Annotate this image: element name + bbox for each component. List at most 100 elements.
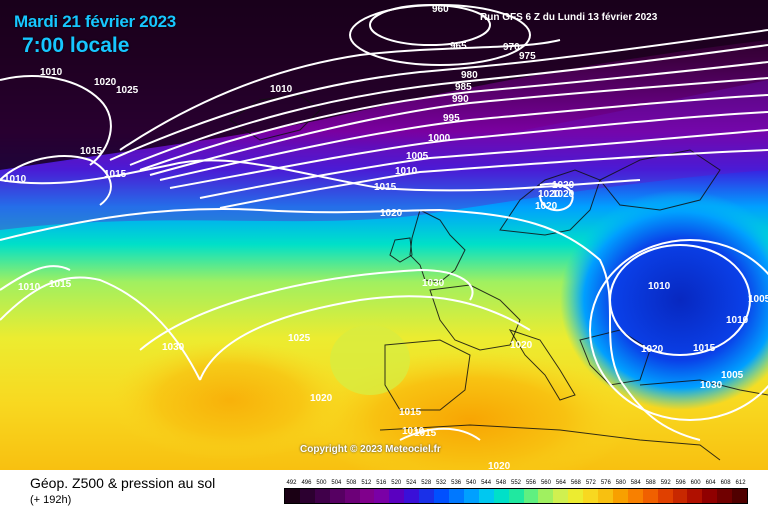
scale-swatch bbox=[434, 489, 449, 503]
isobar-1025 bbox=[199, 295, 531, 381]
isobar-label: 1020 bbox=[94, 77, 117, 88]
isobar-label: 1025 bbox=[288, 333, 311, 344]
copyright-notice: Copyright © 2023 Meteociel.fr bbox=[300, 444, 441, 455]
scale-label: 612 bbox=[735, 480, 746, 486]
turkey-outline bbox=[639, 379, 768, 396]
isobar-label: 1030 bbox=[162, 342, 185, 353]
scale-swatch bbox=[478, 489, 494, 503]
map-canvas: 960 965 970 975 980 985 990 995 1000 100… bbox=[0, 0, 768, 470]
scale-label: 516 bbox=[376, 480, 387, 486]
isobar-1020-north bbox=[539, 182, 574, 212]
scale-label: 604 bbox=[705, 480, 716, 486]
ireland-outline bbox=[389, 237, 413, 263]
isobar-970 bbox=[119, 39, 561, 151]
scale-label: 564 bbox=[555, 480, 566, 486]
forecast-lead-time: (+ 192h) bbox=[30, 494, 72, 506]
scale-label: 504 bbox=[331, 480, 342, 486]
scale-label: 520 bbox=[391, 480, 402, 486]
scale-label: 544 bbox=[481, 480, 492, 486]
scale-swatch bbox=[657, 489, 673, 503]
isobar-label: 980 bbox=[461, 70, 478, 81]
isobar-label: 1020 bbox=[510, 340, 533, 351]
isobar-label: 1020 bbox=[310, 393, 333, 404]
scale-label: 556 bbox=[525, 480, 536, 486]
isobar-label: 1015 bbox=[49, 279, 72, 290]
isobar-label: 1030 bbox=[422, 278, 445, 289]
isobar-label: 1010 bbox=[40, 67, 63, 78]
isobar-label: 975 bbox=[519, 51, 536, 62]
scale-swatch bbox=[299, 489, 315, 503]
isobar-1010 bbox=[219, 149, 768, 209]
scale-label: 540 bbox=[466, 480, 477, 486]
iceland-outline bbox=[229, 94, 321, 141]
scale-swatch bbox=[717, 489, 733, 503]
isobar-label: 1015 bbox=[80, 146, 103, 157]
scale-label: 496 bbox=[301, 480, 312, 486]
scale-swatch bbox=[508, 489, 524, 503]
scale-label: 568 bbox=[570, 480, 581, 486]
isobar-label: 1020 bbox=[552, 189, 575, 200]
iberia-yellow-zone bbox=[330, 325, 410, 395]
isobar-label: 1010 bbox=[18, 282, 41, 293]
scale-label: 592 bbox=[660, 480, 671, 486]
iberia-outline bbox=[384, 339, 471, 411]
isobar-975 bbox=[109, 29, 768, 161]
isobar-label: 1015 bbox=[104, 169, 127, 180]
isobar-label: 990 bbox=[452, 94, 469, 105]
isobar-1015 bbox=[0, 159, 641, 192]
isobar-label: 1010 bbox=[726, 315, 749, 326]
scale-label: 588 bbox=[645, 480, 656, 486]
scale-swatch bbox=[672, 489, 688, 503]
scale-label: 500 bbox=[316, 480, 327, 486]
scale-swatch bbox=[285, 489, 300, 503]
scale-label: 560 bbox=[540, 480, 551, 486]
scale-label: 580 bbox=[615, 480, 626, 486]
isobar-label: 1005 bbox=[406, 151, 429, 162]
isobar-label: 1005 bbox=[748, 294, 768, 305]
scale-label: 608 bbox=[720, 480, 731, 486]
isobar-label: 1020 bbox=[552, 180, 575, 191]
jet-band bbox=[0, 80, 768, 230]
scale-swatch bbox=[389, 489, 405, 503]
scale-label: 536 bbox=[451, 480, 462, 486]
isobar-label: 1020 bbox=[488, 461, 511, 470]
isobar-label: 995 bbox=[443, 113, 460, 124]
isobar-1015-south bbox=[399, 427, 481, 441]
isobar-label: 1015 bbox=[374, 182, 397, 193]
isobar-label: 1020 bbox=[380, 208, 403, 219]
scale-swatch bbox=[329, 489, 345, 503]
isobar-965 bbox=[349, 4, 531, 66]
scale-label: 508 bbox=[346, 480, 357, 486]
isobar-985 bbox=[139, 61, 768, 171]
scale-label: 600 bbox=[690, 480, 701, 486]
isobar-labels: 960 965 970 975 980 985 990 995 1000 100… bbox=[4, 4, 768, 470]
color-scale: 492 496 500 504 508 512 516 520 524 528 532 536 540 5… bbox=[284, 478, 748, 504]
isobar-1020 bbox=[0, 208, 701, 441]
isobar-1015-low bbox=[589, 239, 768, 421]
coastlines bbox=[229, 94, 768, 461]
scale-label: 492 bbox=[286, 480, 297, 486]
isobar-1015-west bbox=[0, 276, 201, 381]
forecast-date: Mardi 21 février 2023 bbox=[14, 12, 176, 31]
scale-swatch bbox=[732, 489, 748, 503]
baltic-outline bbox=[599, 149, 721, 211]
scale-label: 572 bbox=[585, 480, 596, 486]
isobar-990 bbox=[149, 77, 768, 176]
scale-swatch bbox=[523, 489, 539, 503]
isobar-1010-west bbox=[0, 265, 71, 291]
color-scale-bar bbox=[284, 488, 748, 504]
scale-label: 512 bbox=[361, 480, 372, 486]
scale-label: 528 bbox=[421, 480, 432, 486]
north-africa-outline bbox=[379, 424, 721, 461]
isobar-label: 1010 bbox=[395, 166, 418, 177]
isobar-label: 1000 bbox=[428, 133, 451, 144]
isobar-label: 1020 bbox=[535, 201, 558, 212]
scale-swatch bbox=[583, 489, 599, 503]
isobar-1000 bbox=[169, 111, 768, 189]
scale-label: 524 bbox=[406, 480, 417, 486]
scale-swatch bbox=[568, 489, 584, 503]
isobars bbox=[0, 4, 768, 441]
isobar-label: 1015 bbox=[399, 407, 422, 418]
scale-swatch bbox=[344, 489, 360, 503]
great-britain-outline bbox=[409, 209, 466, 283]
